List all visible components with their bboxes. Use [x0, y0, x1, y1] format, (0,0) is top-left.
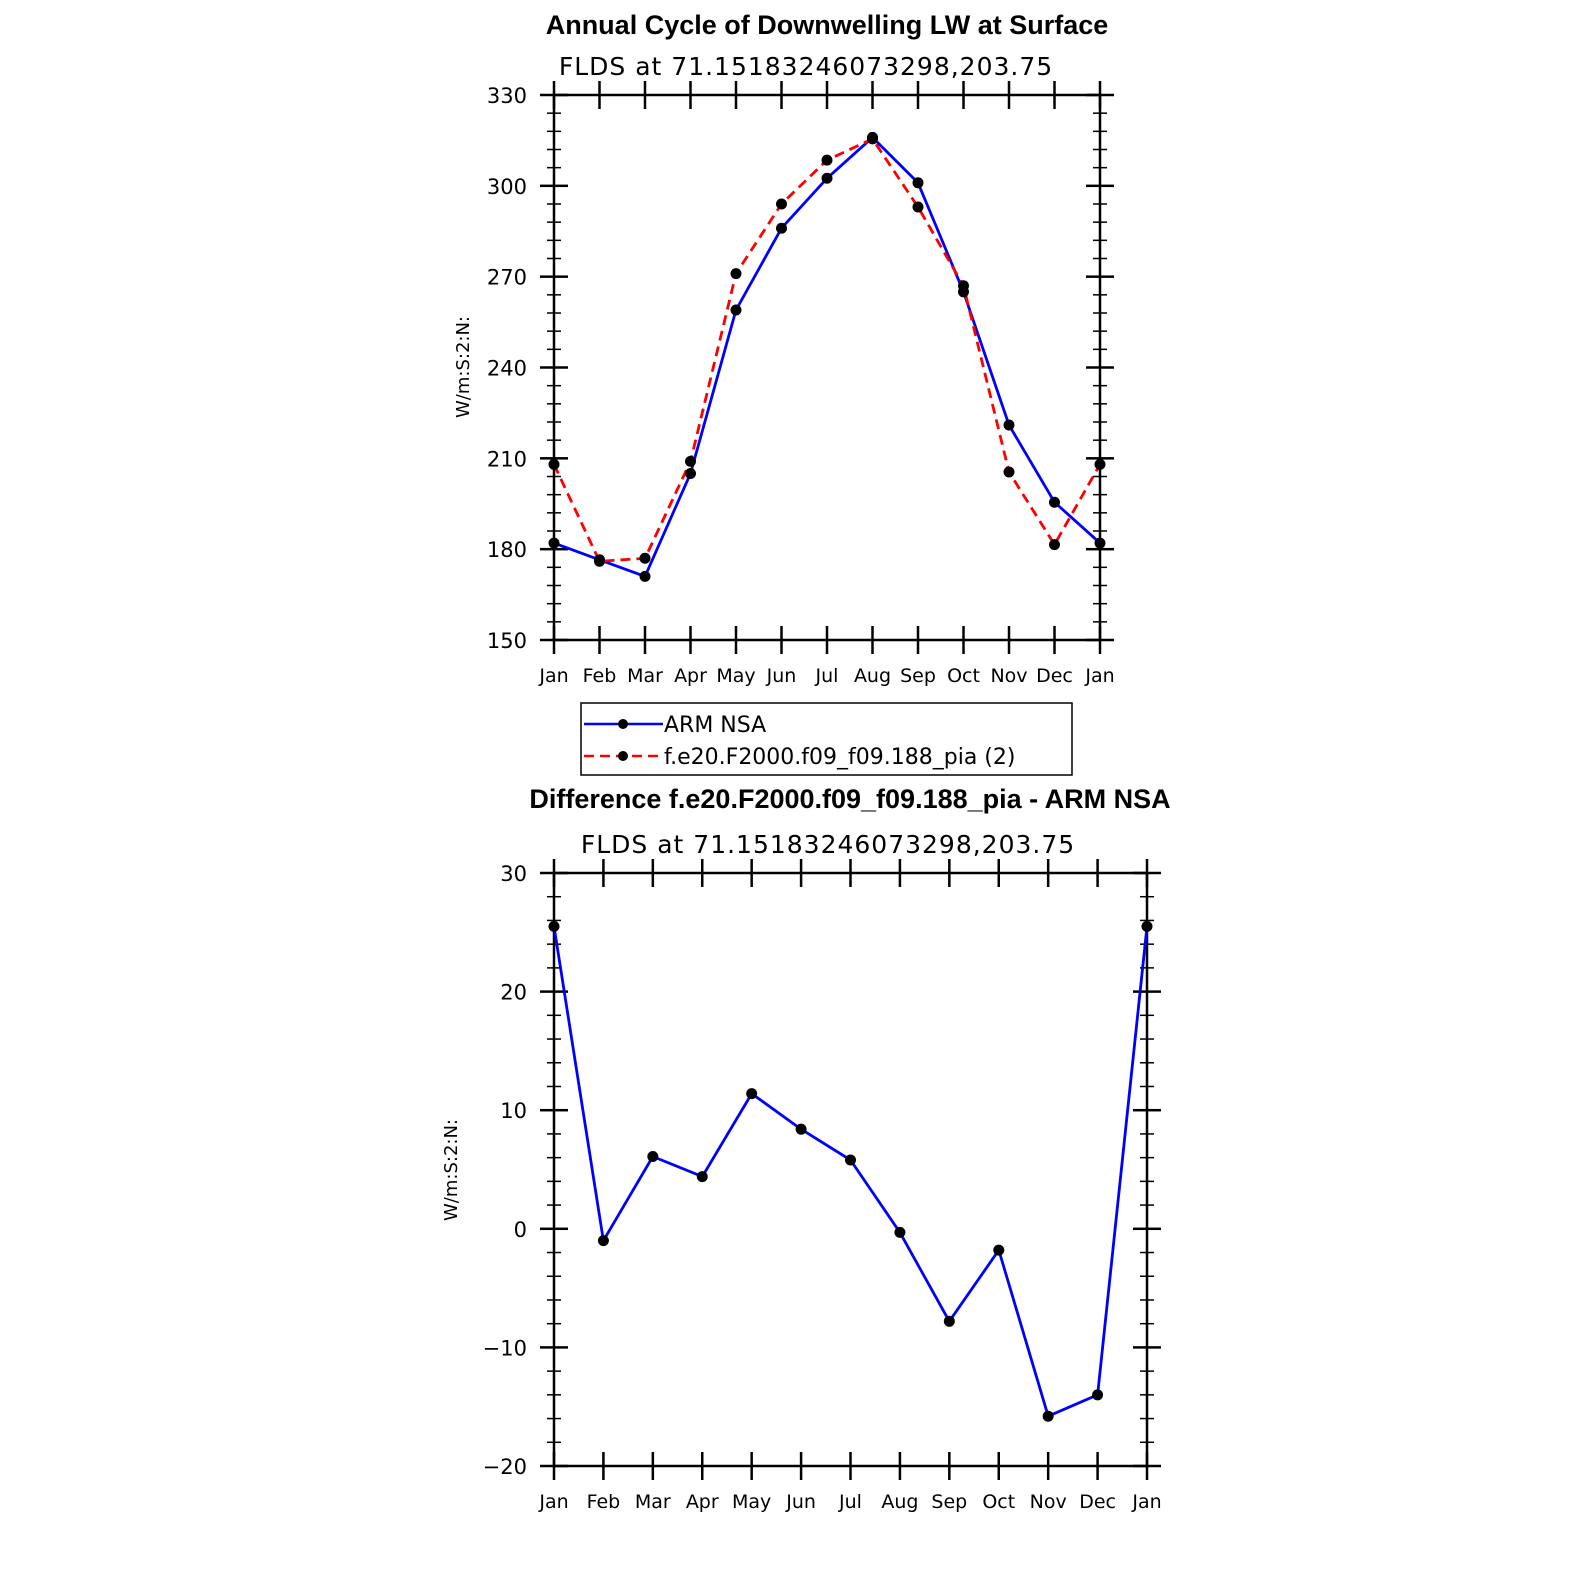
- x-tick-label: Apr: [686, 1491, 719, 1513]
- data-point-s0: [746, 1088, 758, 1100]
- x-tick-label: Jan: [538, 665, 568, 687]
- y-tick-label: 20: [500, 981, 527, 1005]
- chart1-plot: 150 180 210 240 270 300 330 Jan Feb Mar Apr May Jun J…: [487, 81, 1115, 687]
- data-point-s0: [821, 172, 833, 184]
- legend-label-model: f.e20.F2000.f09_f09.188_pia (2): [664, 745, 1015, 770]
- chart1-subtitle: FLDS at 71.15183246073298,203.75: [559, 52, 1053, 81]
- data-point-s0: [639, 570, 651, 582]
- data-point-s1: [594, 555, 605, 567]
- data-point-s1: [685, 455, 696, 467]
- y-tick-label: −20: [483, 1455, 527, 1479]
- chart1-legend: ARM NSA f.e20.F2000.f09_f09.188_pia (2): [580, 702, 1073, 776]
- x-tick-label: Mar: [627, 665, 663, 687]
- y-tick-label: 10: [500, 1099, 527, 1123]
- x-tick-label: Jun: [785, 1491, 816, 1513]
- y-tick-label: 300: [487, 175, 527, 199]
- data-point-s0: [894, 1226, 906, 1238]
- chart2-plot: −20 −10 0 10 20 30 Jan Feb Mar Apr May Jun Jul Aug Sep…: [483, 859, 1162, 1513]
- data-point-s0: [912, 177, 924, 189]
- data-point-s0: [685, 467, 696, 479]
- series-line-1: [552, 137, 1102, 563]
- y-tick-label: 0: [514, 1218, 527, 1242]
- data-point-s1: [776, 198, 787, 210]
- data-point-s0: [1094, 537, 1106, 549]
- data-point-s0: [993, 1244, 1005, 1256]
- data-point-s0: [1092, 1389, 1104, 1401]
- x-tick-label: May: [732, 1491, 771, 1513]
- x-tick-label: May: [716, 665, 755, 687]
- chart1-ylabel: W/m:S:2:N:: [453, 316, 474, 418]
- series-line-0: [553, 135, 1101, 578]
- x-tick-label: Feb: [587, 1491, 621, 1513]
- data-point-s0: [696, 1171, 708, 1183]
- data-point-s0: [647, 1150, 659, 1162]
- data-point-s1: [548, 458, 560, 470]
- data-point-s0: [548, 920, 560, 932]
- data-point-s0: [597, 1235, 609, 1247]
- x-tick-label: Aug: [854, 665, 891, 687]
- legend-box: [580, 702, 1073, 776]
- x-tick-label: Sep: [900, 665, 936, 687]
- data-point-s0: [845, 1154, 856, 1166]
- x-tick-label: Jan: [1084, 665, 1114, 687]
- x-tick-label: Aug: [881, 1491, 918, 1513]
- y-tick-label: 330: [487, 84, 527, 108]
- x-tick-label: Mar: [635, 1491, 671, 1513]
- data-point-s1: [958, 280, 969, 292]
- data-point-s1: [730, 268, 742, 280]
- y-tick-label: 150: [487, 629, 527, 653]
- x-tick-label: Dec: [1036, 665, 1073, 687]
- x-tick-label: Feb: [583, 665, 617, 687]
- x-tick-label: Jul: [815, 665, 839, 687]
- x-tick-label: Apr: [674, 665, 707, 687]
- data-point-s0: [776, 222, 787, 234]
- y-tick-label: 240: [487, 357, 527, 381]
- data-point-s0: [1141, 920, 1153, 932]
- data-point-s0: [730, 304, 742, 316]
- data-point-s0: [1003, 419, 1015, 431]
- legend-marker-model: [618, 751, 628, 761]
- x-tick-label: Jan: [538, 1491, 568, 1513]
- y-tick-label: −10: [483, 1336, 527, 1360]
- x-tick-label: Jan: [1131, 1491, 1161, 1513]
- x-tick-label: Jul: [838, 1491, 862, 1513]
- y-tick-label: 30: [500, 862, 527, 886]
- data-point-s0: [1049, 496, 1060, 508]
- data-point-s1: [867, 133, 878, 145]
- data-point-s1: [639, 552, 651, 564]
- x-tick-label: Nov: [1030, 1491, 1067, 1513]
- data-point-s0: [943, 1315, 955, 1327]
- data-point-s1: [821, 154, 833, 166]
- x-tick-label: Jun: [766, 665, 797, 687]
- data-point-s0: [548, 537, 560, 549]
- chart2-title: Difference f.e20.F2000.f09_f09.188_pia -…: [529, 784, 1170, 814]
- legend-label-arm-nsa: ARM NSA: [664, 713, 766, 738]
- x-tick-label: Sep: [931, 1491, 967, 1513]
- data-point-s0: [795, 1123, 807, 1135]
- data-point-s0: [1042, 1410, 1054, 1422]
- plot-frame: [552, 871, 1149, 1468]
- chart1-title: Annual Cycle of Downwelling LW at Surfac…: [546, 10, 1109, 40]
- data-point-s1: [1049, 539, 1060, 551]
- data-point-s1: [1094, 458, 1106, 470]
- data-point-s1: [912, 201, 924, 213]
- y-tick-label: 270: [487, 266, 527, 290]
- x-tick-label: Oct: [982, 1491, 1015, 1513]
- legend-marker-arm-nsa: [618, 719, 628, 729]
- x-tick-label: Dec: [1079, 1491, 1116, 1513]
- x-tick-label: Oct: [947, 665, 980, 687]
- data-point-s1: [1003, 466, 1015, 478]
- y-tick-label: 210: [487, 447, 527, 471]
- chart2-subtitle: FLDS at 71.15183246073298,203.75: [581, 830, 1075, 859]
- x-tick-label: Nov: [990, 665, 1027, 687]
- series-line-0: [552, 926, 1149, 1418]
- chart2-ylabel: W/m:S:2:N:: [441, 1119, 462, 1221]
- y-tick-label: 180: [487, 538, 527, 562]
